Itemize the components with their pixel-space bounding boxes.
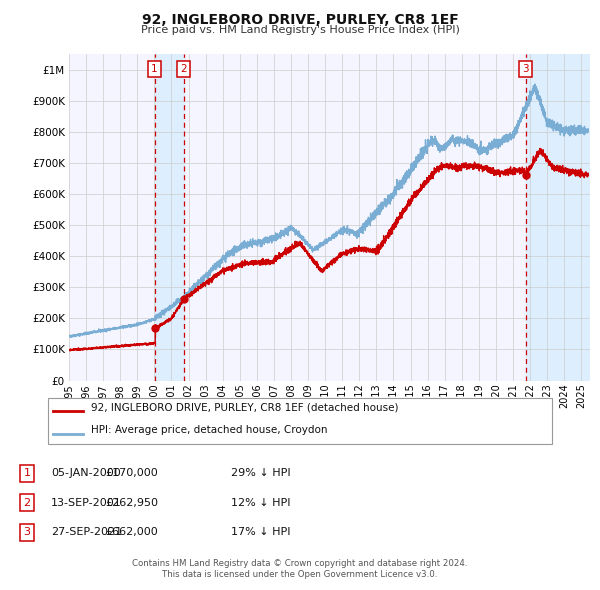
- Text: 2: 2: [23, 498, 31, 507]
- Text: 27-SEP-2021: 27-SEP-2021: [51, 527, 122, 537]
- Text: 1: 1: [23, 468, 31, 478]
- Text: Price paid vs. HM Land Registry's House Price Index (HPI): Price paid vs. HM Land Registry's House …: [140, 25, 460, 35]
- Bar: [526, 54, 590, 381]
- Text: 12% ↓ HPI: 12% ↓ HPI: [231, 498, 290, 507]
- Text: 92, INGLEBORO DRIVE, PURLEY, CR8 1EF: 92, INGLEBORO DRIVE, PURLEY, CR8 1EF: [142, 13, 458, 27]
- Text: £170,000: £170,000: [105, 468, 158, 478]
- Text: 29% ↓ HPI: 29% ↓ HPI: [231, 468, 290, 478]
- Text: 92, INGLEBORO DRIVE, PURLEY, CR8 1EF (detached house): 92, INGLEBORO DRIVE, PURLEY, CR8 1EF (de…: [91, 402, 398, 412]
- Text: 13-SEP-2001: 13-SEP-2001: [51, 498, 122, 507]
- Bar: [155, 54, 184, 381]
- Text: 2: 2: [180, 64, 187, 74]
- Text: This data is licensed under the Open Government Licence v3.0.: This data is licensed under the Open Gov…: [163, 571, 437, 579]
- Text: Contains HM Land Registry data © Crown copyright and database right 2024.: Contains HM Land Registry data © Crown c…: [132, 559, 468, 568]
- Text: 17% ↓ HPI: 17% ↓ HPI: [231, 527, 290, 537]
- Text: HPI: Average price, detached house, Croydon: HPI: Average price, detached house, Croy…: [91, 425, 328, 435]
- Text: £662,000: £662,000: [105, 527, 158, 537]
- Text: 3: 3: [23, 527, 31, 537]
- Text: 3: 3: [522, 64, 529, 74]
- FancyBboxPatch shape: [48, 398, 552, 444]
- Text: 1: 1: [151, 64, 158, 74]
- Text: 05-JAN-2000: 05-JAN-2000: [51, 468, 121, 478]
- Text: £262,950: £262,950: [105, 498, 158, 507]
